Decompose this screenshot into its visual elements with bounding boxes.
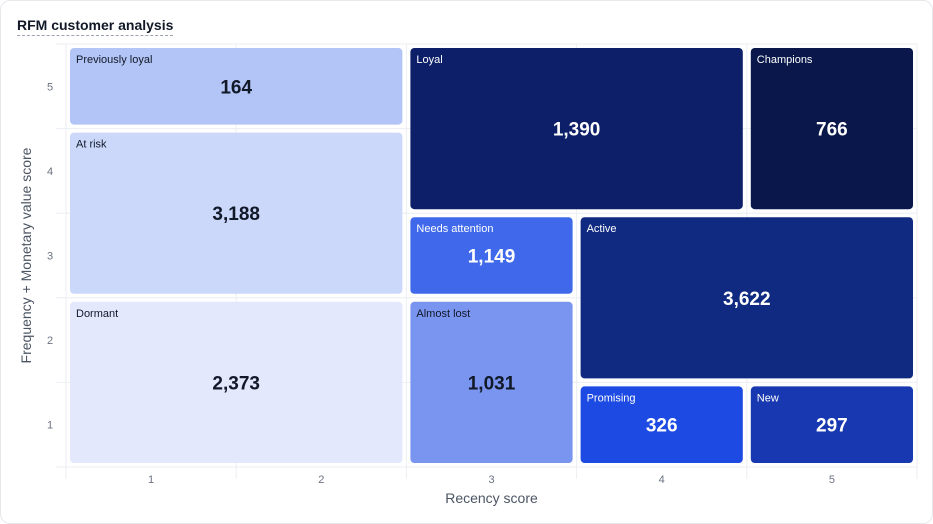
segment-label: Previously loyal — [76, 54, 152, 66]
y-tick-label: 2 — [47, 335, 53, 347]
segment-at-risk[interactable]: At risk 3,188 — [70, 132, 403, 294]
x-tick-label: 2 — [318, 474, 324, 486]
segment-value: 326 — [646, 416, 678, 437]
segment-active[interactable]: Active 3,622 — [580, 217, 913, 379]
segment-label: Dormant — [76, 308, 118, 320]
segment-value: 164 — [220, 77, 252, 98]
segment-loyal[interactable]: Loyal 1,390 — [410, 48, 743, 210]
segment-cell[interactable] — [70, 48, 403, 125]
segment-label: Active — [587, 223, 617, 235]
segment-label: Needs attention — [416, 223, 493, 235]
segment-value: 1,031 — [468, 373, 516, 394]
y-axis-title: Frequency + Monetary value score — [18, 147, 34, 363]
segment-cell[interactable] — [410, 217, 573, 294]
segment-champions[interactable]: Champions 766 — [750, 48, 913, 210]
segment-cell[interactable] — [410, 48, 743, 210]
y-axis-ticks: 1 2 3 4 5 — [47, 81, 53, 431]
segment-value: 2,373 — [212, 373, 260, 394]
x-axis-title: Recency score — [445, 490, 538, 506]
segment-cell[interactable] — [580, 217, 913, 379]
segment-value: 297 — [816, 416, 848, 437]
segment-almost-lost[interactable]: Almost lost 1,031 — [410, 301, 573, 463]
x-axis-ticks: 1 2 3 4 5 — [148, 474, 835, 486]
y-tick-label: 3 — [47, 251, 53, 263]
segment-label: Champions — [757, 54, 813, 66]
segment-promising[interactable]: Promising 326 — [580, 386, 743, 463]
segment-previously-loyal[interactable]: Previously loyal 164 — [70, 48, 403, 125]
segment-cell[interactable] — [70, 301, 403, 463]
segment-value: 1,149 — [468, 247, 516, 268]
segment-cell[interactable] — [750, 48, 913, 210]
y-tick-label: 4 — [47, 166, 53, 178]
segment-label: Almost lost — [416, 308, 470, 320]
segment-cell[interactable] — [410, 301, 573, 463]
segment-label: New — [757, 392, 779, 404]
segment-value: 1,390 — [553, 120, 601, 141]
segment-new[interactable]: New 297 — [750, 386, 913, 463]
y-tick-label: 5 — [47, 81, 53, 93]
x-tick-label: 3 — [488, 474, 494, 486]
segment-label: Promising — [587, 392, 636, 404]
segment-cells: Previously loyal 164 At risk 3,188 Dormant 2,… — [70, 48, 913, 463]
segment-cell[interactable] — [580, 386, 743, 463]
x-tick-label: 5 — [829, 474, 835, 486]
segment-value: 3,188 — [212, 204, 260, 225]
x-tick-label: 4 — [659, 474, 665, 486]
segment-cell[interactable] — [70, 132, 403, 294]
segment-label: At risk — [76, 139, 107, 151]
x-tick-label: 1 — [148, 474, 154, 486]
segment-value: 766 — [816, 120, 848, 141]
segment-dormant[interactable]: Dormant 2,373 — [70, 301, 403, 463]
y-tick-label: 1 — [47, 420, 53, 432]
segment-needs-attention[interactable]: Needs attention 1,149 — [410, 217, 573, 294]
segment-value: 3,622 — [723, 289, 771, 310]
segment-cell[interactable] — [750, 386, 913, 463]
segment-label: Loyal — [416, 54, 442, 66]
chart-title[interactable]: RFM customer analysis — [17, 17, 174, 36]
